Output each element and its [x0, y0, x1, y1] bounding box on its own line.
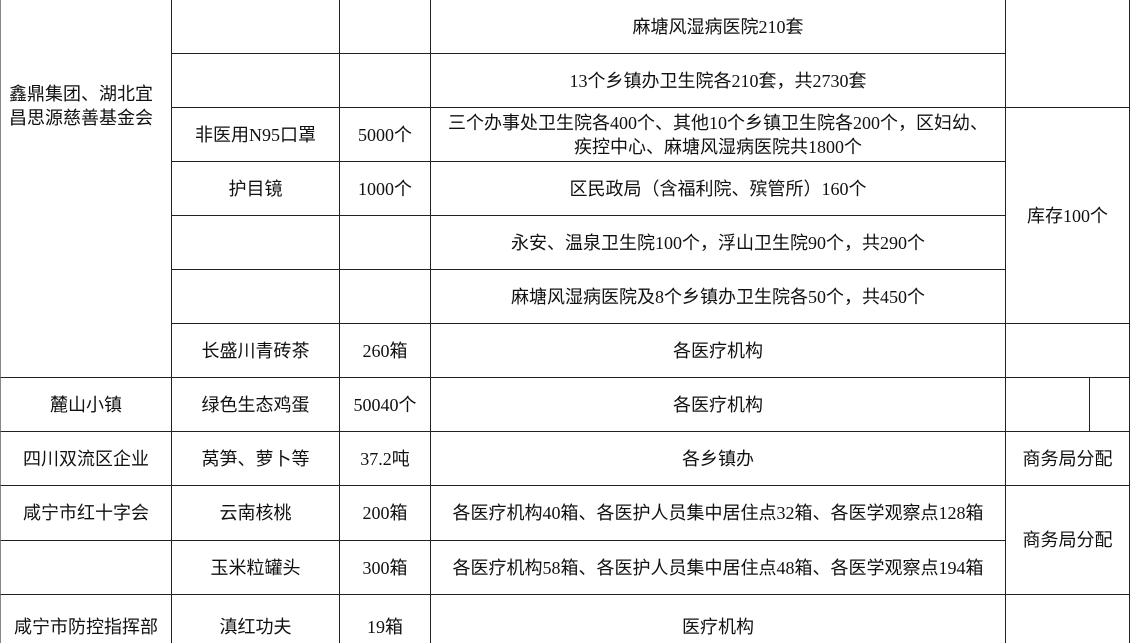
- recipient-cell: 各医疗机构58箱、各医护人员集中居住点48箱、各医学观察点194箱: [431, 541, 1006, 595]
- recipient-cell: 三个办事处卫生院各400个、其他10个乡镇卫生院各200个，区妇幼、疾控中心、麻…: [431, 108, 1006, 162]
- item-cell: 云南核桃: [172, 486, 340, 541]
- recipient-cell: 麻塘风湿病医院210套: [431, 0, 1006, 54]
- donor-cell: 鑫鼎集团、湖北宜昌思源慈善基金会: [0, 0, 172, 378]
- item-cell: [172, 216, 340, 270]
- recipient-cell: 麻塘风湿病医院及8个乡镇办卫生院各50个，共450个: [431, 270, 1006, 324]
- recipient-cell: 各医疗机构: [431, 378, 1006, 432]
- quantity-cell: 300箱: [340, 541, 431, 595]
- item-cell: 莴笋、萝卜等: [172, 432, 340, 486]
- quantity-cell: [340, 0, 431, 54]
- donor-cell: 咸宁市防控指挥部: [0, 595, 172, 643]
- quantity-cell: 37.2吨: [340, 432, 431, 486]
- item-cell: 长盛川青砖茶: [172, 324, 340, 378]
- note-cell: [1006, 0, 1130, 108]
- recipient-cell: 13个乡镇办卫生院各210套，共2730套: [431, 54, 1006, 108]
- note-cell: [1006, 595, 1130, 643]
- item-cell: 非医用N95口罩: [172, 108, 340, 162]
- item-cell: 绿色生态鸡蛋: [172, 378, 340, 432]
- quantity-cell: 5000个: [340, 108, 431, 162]
- item-cell: 护目镜: [172, 162, 340, 216]
- item-cell: [172, 0, 340, 54]
- recipient-cell: 各医疗机构40箱、各医护人员集中居住点32箱、各医学观察点128箱: [431, 486, 1006, 541]
- quantity-cell: [340, 54, 431, 108]
- donor-cell: [0, 541, 172, 595]
- donor-cell: 咸宁市红十字会: [0, 486, 172, 541]
- quantity-cell: [340, 216, 431, 270]
- donor-cell: 四川双流区企业: [0, 432, 172, 486]
- donor-cell: 麓山小镇: [0, 378, 172, 432]
- item-cell: [172, 54, 340, 108]
- quantity-cell: 50040个: [340, 378, 431, 432]
- quantity-cell: [340, 270, 431, 324]
- recipient-cell: 各乡镇办: [431, 432, 1006, 486]
- note-cell: [1006, 324, 1130, 378]
- recipient-cell: 医疗机构: [431, 595, 1006, 643]
- note-cell: 商务局分配: [1006, 486, 1130, 595]
- recipient-cell: 各医疗机构: [431, 324, 1006, 378]
- quantity-cell: 200箱: [340, 486, 431, 541]
- item-cell: [172, 270, 340, 324]
- note-cell: 库存100个: [1006, 108, 1130, 324]
- item-cell: 滇红功夫: [172, 595, 340, 643]
- item-cell: 玉米粒罐头: [172, 541, 340, 595]
- quantity-cell: 19箱: [340, 595, 431, 643]
- quantity-cell: 1000个: [340, 162, 431, 216]
- note-cell: [1006, 378, 1090, 432]
- note-cell: 商务局分配: [1006, 432, 1130, 486]
- recipient-cell: 永安、温泉卫生院100个，浮山卫生院90个，共290个: [431, 216, 1006, 270]
- quantity-cell: 260箱: [340, 324, 431, 378]
- recipient-cell: 区民政局（含福利院、殡管所）160个: [431, 162, 1006, 216]
- note-cell: [1090, 378, 1130, 432]
